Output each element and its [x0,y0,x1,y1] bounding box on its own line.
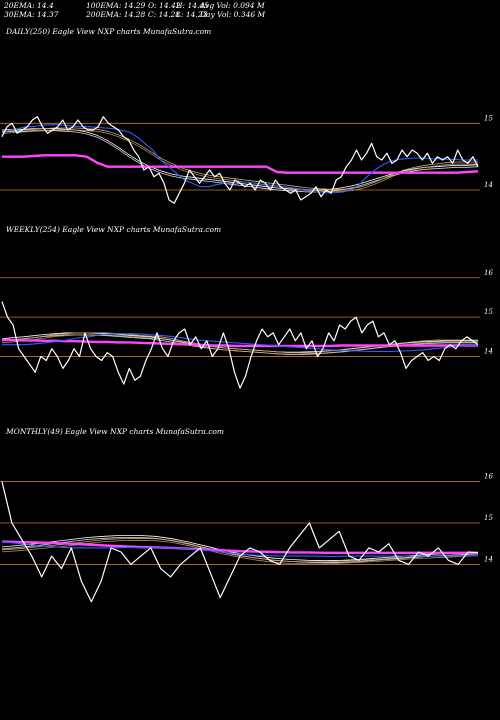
daily-ytick-15: 15 [484,114,493,122]
weekly-ema-fast-line [2,333,479,352]
daily-ema-long-line [2,154,479,174]
weekly-panel-label: WEEKLY(254) Eagle View NXP charts Munafa… [6,225,222,234]
weekly-ema-long-line [2,338,478,348]
daily-price-line [1,116,479,204]
monthly-panel-label: MONTHLY(49) Eagle View NXP charts Munafa… [6,427,225,436]
monthly-ema-fast-line [1,541,478,558]
daily-ema-slow-line [1,128,479,191]
weekly-ytick-16: 16 [484,269,493,277]
monthly-ytick-16: 16 [484,473,493,481]
header-high: H: 14.45 [176,1,209,10]
monthly-ytick-14: 14 [484,555,493,563]
header-ema200: 200EMA: 14.28 [86,10,146,19]
weekly-ema-mid-line [1,332,478,354]
header-low: L: 14.23 [176,10,208,19]
header-close: C: 14.28 [148,10,181,19]
monthly-ema-long-line [1,540,478,554]
daily-ema-mid-shadow-line [1,129,478,192]
header-avg-vol: Avg Vol: 0.094 M [200,1,265,10]
header-ema30: 30EMA: 14.37 [4,10,59,19]
weekly-ytick-15: 15 [484,308,493,316]
header-ema20: 20EMA: 14.4 [4,1,54,10]
weekly-ytick-14: 14 [484,348,493,356]
monthly-ema-mid-line [1,537,479,563]
monthly-ytick-15: 15 [484,514,493,522]
header-ema100: 100EMA: 14.29 [86,1,146,10]
daily-panel-label: DAILY(250) Eagle View NXP charts MunafaS… [6,27,212,36]
weekly-price-line [1,301,479,389]
daily-ema-fast-line [1,124,478,194]
daily-ytick-14: 14 [484,181,493,189]
header-day-vol: Day Vol: 0.346 M [200,10,266,19]
monthly-price-line [1,481,479,603]
header-open: O: 14.42 [148,1,181,10]
